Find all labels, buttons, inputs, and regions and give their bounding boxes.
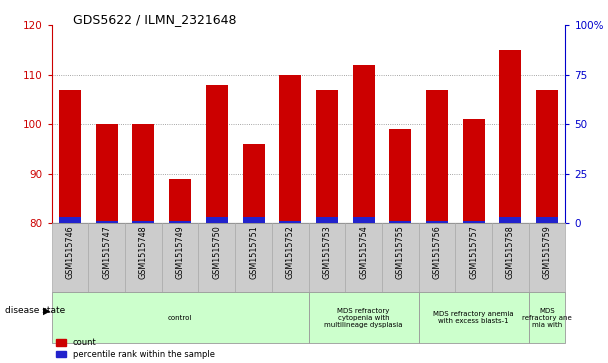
Bar	[463, 221, 485, 223]
Bar	[206, 85, 228, 223]
Text: GSM1515747: GSM1515747	[102, 225, 111, 279]
Bar	[426, 90, 448, 223]
Bar	[52, 292, 308, 343]
Bar	[308, 223, 345, 292]
Bar	[529, 223, 565, 292]
Text: GSM1515748: GSM1515748	[139, 225, 148, 279]
Bar	[426, 221, 448, 223]
Bar	[455, 223, 492, 292]
Text: disease state: disease state	[5, 306, 65, 315]
Bar	[463, 119, 485, 223]
Bar	[279, 221, 301, 223]
Bar	[133, 221, 154, 223]
Bar	[59, 90, 81, 223]
Text: MDS refractory
cytopenia with
multilineage dysplasia: MDS refractory cytopenia with multilinea…	[324, 307, 403, 328]
Bar	[529, 292, 565, 343]
Text: GSM1515751: GSM1515751	[249, 225, 258, 279]
Bar	[88, 223, 125, 292]
Text: GSM1515746: GSM1515746	[66, 225, 75, 279]
Bar	[353, 217, 375, 223]
Bar	[316, 217, 338, 223]
Bar	[353, 65, 375, 223]
Bar	[272, 223, 308, 292]
Bar	[169, 221, 191, 223]
Text: GSM1515755: GSM1515755	[396, 225, 405, 279]
Bar	[162, 223, 198, 292]
Text: GSM1515752: GSM1515752	[286, 225, 295, 279]
Text: MDS
refractory ane
mia with: MDS refractory ane mia with	[522, 307, 572, 328]
Bar	[389, 129, 411, 223]
Bar	[52, 223, 88, 292]
Bar	[95, 221, 118, 223]
Text: GSM1515753: GSM1515753	[322, 225, 331, 279]
Bar	[243, 144, 264, 223]
Text: GSM1515757: GSM1515757	[469, 225, 478, 279]
Bar	[345, 223, 382, 292]
Text: GSM1515750: GSM1515750	[212, 225, 221, 279]
Bar	[536, 217, 558, 223]
Bar	[308, 292, 419, 343]
Text: GSM1515759: GSM1515759	[542, 225, 551, 279]
Bar	[59, 217, 81, 223]
Bar	[243, 217, 264, 223]
Bar	[279, 75, 301, 223]
Text: GSM1515754: GSM1515754	[359, 225, 368, 279]
Bar	[419, 223, 455, 292]
Bar	[389, 221, 411, 223]
Bar	[169, 179, 191, 223]
Text: GDS5622 / ILMN_2321648: GDS5622 / ILMN_2321648	[73, 13, 237, 26]
Bar	[198, 223, 235, 292]
Legend: count, percentile rank within the sample: count, percentile rank within the sample	[56, 338, 215, 359]
Bar	[536, 90, 558, 223]
Bar	[206, 217, 228, 223]
Bar	[125, 223, 162, 292]
Text: control: control	[168, 315, 192, 321]
Bar	[499, 50, 522, 223]
Text: GSM1515756: GSM1515756	[432, 225, 441, 279]
Bar	[492, 223, 529, 292]
Text: MDS refractory anemia
with excess blasts-1: MDS refractory anemia with excess blasts…	[434, 311, 514, 324]
Bar	[419, 292, 529, 343]
Bar	[133, 124, 154, 223]
Bar	[95, 124, 118, 223]
Bar	[235, 223, 272, 292]
Text: GSM1515758: GSM1515758	[506, 225, 515, 279]
Bar	[382, 223, 419, 292]
Text: ▶: ▶	[43, 305, 50, 315]
Bar	[499, 217, 522, 223]
Text: GSM1515749: GSM1515749	[176, 225, 185, 279]
Bar	[316, 90, 338, 223]
